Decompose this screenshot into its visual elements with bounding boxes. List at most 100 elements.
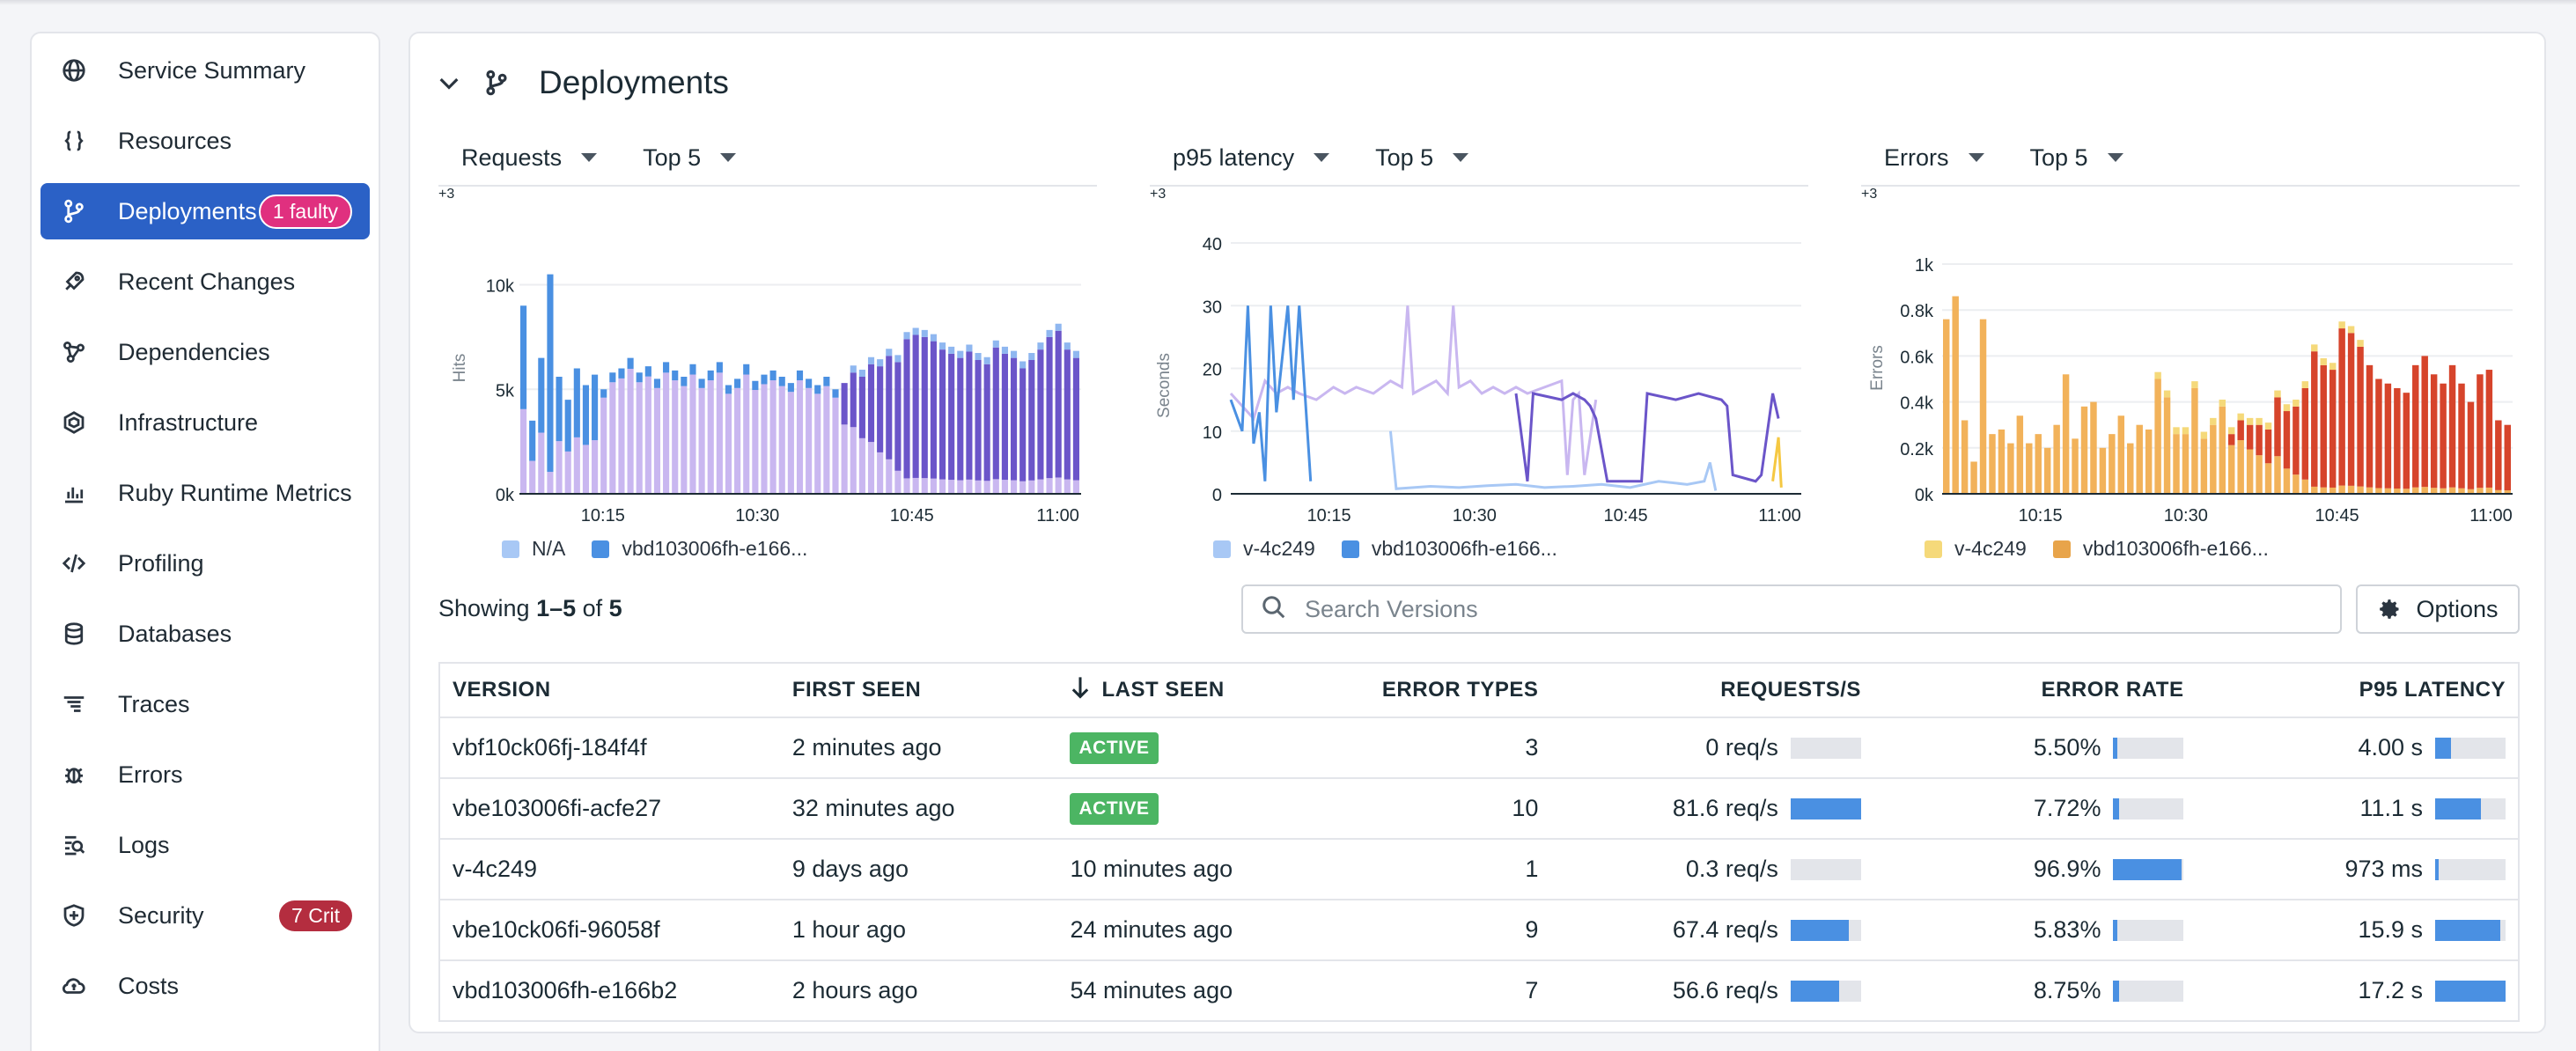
- error-rate-bar-fill: [2113, 980, 2120, 1002]
- bar-segment: [1961, 420, 1969, 494]
- metric-dropdown[interactable]: Errors: [1884, 144, 1984, 172]
- bar-segment: [582, 385, 590, 445]
- legend-item[interactable]: vbd103006fh-e166...: [2052, 537, 2269, 561]
- sidebar-item-databases[interactable]: Databases: [40, 606, 370, 662]
- sidebar-item-errors[interactable]: Errors: [40, 746, 370, 803]
- column-header[interactable]: ERROR RATE: [1873, 663, 2197, 718]
- table-row[interactable]: v-4c249 9 days ago 10 minutes ago 1 0.3 …: [439, 839, 2519, 900]
- code-icon: [58, 548, 90, 579]
- bar-segment: [2072, 438, 2079, 494]
- bar-segment: [2053, 424, 2060, 494]
- metric-dropdown[interactable]: p95 latency: [1173, 144, 1330, 172]
- legend-more-button[interactable]: +3: [1861, 187, 1878, 202]
- x-tick-label: 10:30: [2164, 506, 2208, 526]
- sidebar-item-ruby-runtime-metrics[interactable]: Ruby Runtime Metrics: [40, 465, 370, 521]
- bar-segment: [2182, 434, 2190, 494]
- sidebar-item-profiling[interactable]: Profiling: [40, 535, 370, 592]
- bar-segment: [1989, 434, 1996, 494]
- top-dropdown[interactable]: Top 5: [643, 144, 737, 172]
- sidebar-item-costs[interactable]: Costs: [40, 958, 370, 1014]
- sidebar-item-service-summary[interactable]: Service Summary: [40, 42, 370, 99]
- column-header[interactable]: FIRST SEEN: [779, 663, 1058, 718]
- table-row[interactable]: vbe10ck06fi-96058f 1 hour ago 24 minutes…: [439, 900, 2519, 961]
- legend-item[interactable]: vbd103006fh-e166...: [592, 537, 807, 561]
- top-dropdown[interactable]: Top 5: [2030, 144, 2123, 172]
- requests-bar: [1790, 919, 1861, 941]
- p95-latency: 11.1 s: [2359, 795, 2423, 821]
- series-line: [1388, 430, 1718, 491]
- bar-segment: [2109, 434, 2116, 494]
- sidebar-item-security[interactable]: Security 7 Crit: [40, 887, 370, 944]
- bar-segment: [529, 420, 536, 461]
- column-header[interactable]: P95 LATENCY: [2196, 663, 2519, 718]
- bar-segment: [769, 370, 776, 381]
- bar-segment: [2311, 344, 2318, 352]
- sidebar-item-label: Resources: [118, 127, 232, 154]
- sidebar-item-traces[interactable]: Traces: [40, 676, 370, 732]
- bar-segment: [2357, 340, 2364, 347]
- requests-bar: [1790, 858, 1861, 880]
- bar-segment: [761, 384, 768, 494]
- bar-segment: [2384, 488, 2392, 494]
- bar-segment: [877, 359, 884, 367]
- x-tick-label: 10:45: [1604, 506, 1648, 526]
- error-rate-bar: [2113, 737, 2184, 759]
- table-row[interactable]: vbf10ck06fj-184f4f 2 minutes ago ACTIVE …: [439, 717, 2519, 779]
- bar-segment: [2357, 346, 2364, 487]
- sidebar-item-infrastructure[interactable]: Infrastructure: [40, 394, 370, 451]
- error-rate-bar-fill: [2113, 737, 2117, 759]
- table-row[interactable]: vbe103006fi-acfe27 32 minutes ago ACTIVE…: [439, 778, 2519, 840]
- first-seen-cell: 2 hours ago: [779, 960, 1058, 1022]
- p95-latency: 4.00 s: [2358, 734, 2423, 761]
- chevron-down-icon[interactable]: [431, 65, 467, 100]
- column-header[interactable]: VERSION: [439, 663, 780, 718]
- metric-dropdown[interactable]: Requests: [461, 144, 598, 172]
- bar-segment: [850, 427, 857, 494]
- legend-item[interactable]: N/A: [502, 537, 565, 561]
- y-tick-label: 1k: [1915, 256, 1934, 276]
- requests: 81.6 req/s: [1672, 795, 1778, 821]
- bar-segment: [2145, 429, 2153, 494]
- bar-segment: [806, 387, 813, 494]
- bar-segment: [2458, 383, 2465, 489]
- legend-item[interactable]: v-4c249: [1925, 537, 2027, 561]
- bar-segment: [2430, 374, 2438, 489]
- requests-chart-panel: Requests Top 5 N/A vbd103006fh-e166... +…: [438, 130, 1097, 588]
- bar-segment: [948, 480, 955, 494]
- options-button[interactable]: Options: [2356, 584, 2520, 634]
- legend-more-button[interactable]: +3: [1150, 187, 1167, 202]
- requests-bar-fill: [1790, 797, 1861, 819]
- table-row[interactable]: vbd103006fh-e166b2 2 hours ago 54 minute…: [439, 960, 2519, 1022]
- sidebar-item-recent-changes[interactable]: Recent Changes: [40, 254, 370, 310]
- bar-segment: [547, 472, 554, 494]
- column-header[interactable]: ERROR TYPES: [1353, 663, 1551, 718]
- search-input[interactable]: [1305, 595, 2317, 623]
- top-dropdown[interactable]: Top 5: [1375, 144, 1469, 172]
- legend-item[interactable]: vbd103006fh-e166...: [1341, 537, 1557, 561]
- column-header[interactable]: LAST SEEN: [1057, 663, 1354, 718]
- bar-segment: [2421, 356, 2428, 488]
- column-header[interactable]: REQUESTS/S: [1550, 663, 1873, 718]
- bar-segment: [2320, 364, 2327, 488]
- bar-segment: [1046, 336, 1053, 479]
- bar-segment: [725, 393, 732, 494]
- p95-cell: 4.00 s: [2196, 717, 2519, 779]
- legend-more-button[interactable]: +3: [438, 187, 455, 202]
- bar-segment: [877, 452, 884, 494]
- first-seen-cell: 2 minutes ago: [779, 717, 1058, 779]
- legend-item[interactable]: v-4c249: [1213, 537, 1315, 561]
- first-seen: 2 hours ago: [791, 977, 918, 1003]
- bar-segment: [618, 368, 625, 379]
- y-axis-label: Seconds: [1155, 353, 1174, 418]
- sidebar-item-resources[interactable]: Resources: [40, 113, 370, 169]
- sidebar-item-deployments[interactable]: Deployments 1 faulty: [40, 183, 370, 239]
- bar-segment: [806, 379, 813, 388]
- bar-segment: [2311, 351, 2318, 487]
- bar-segment: [556, 441, 563, 494]
- bar-segment: [992, 479, 999, 494]
- bar-segment: [912, 327, 919, 335]
- braces-icon: [58, 125, 90, 157]
- sidebar-item-logs[interactable]: Logs: [40, 817, 370, 873]
- sidebar-item-dependencies[interactable]: Dependencies: [40, 324, 370, 380]
- bar-segment: [2219, 399, 2226, 407]
